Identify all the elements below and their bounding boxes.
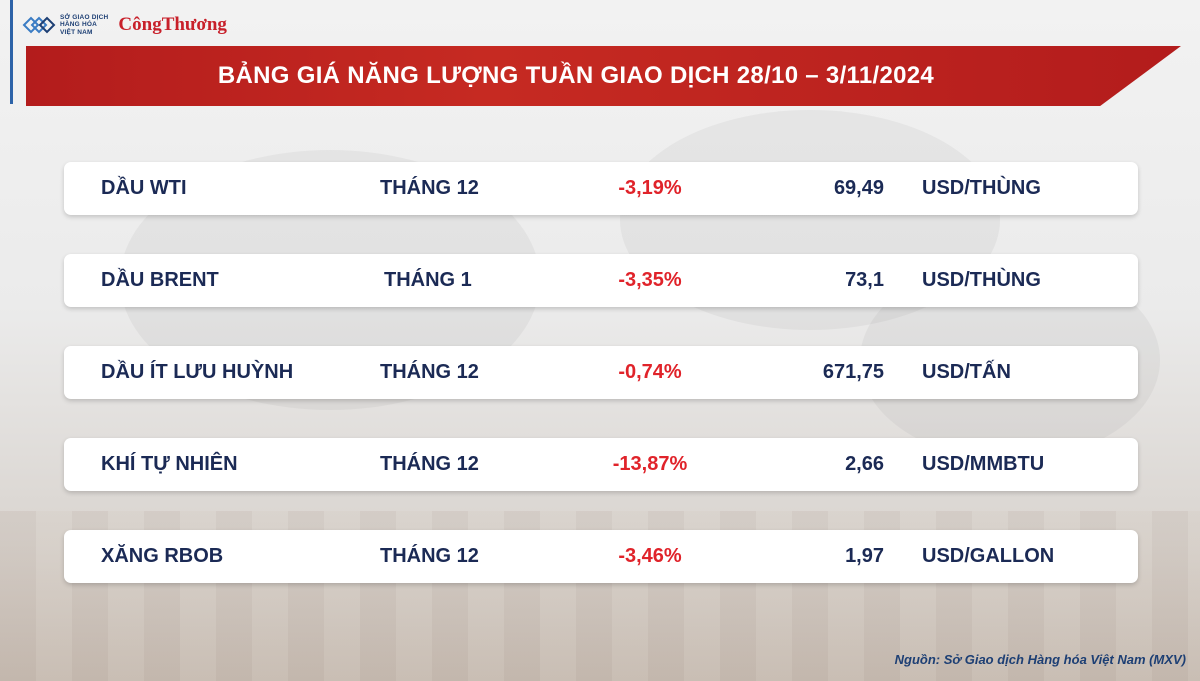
price-unit: USD/GALLON [922,545,1055,567]
price-value: 671,75 [822,361,884,383]
table-row: XĂNG RBOB THÁNG 12 -3,46% 1,97 USD/GALLO… [64,530,1138,583]
price-value: 2,66 [845,453,884,475]
weekly-change: -3,35% [618,269,682,291]
contract-month: THÁNG 1 [384,269,472,291]
price-unit: USD/TẤN [922,361,1011,383]
weekly-change: -0,74% [618,361,682,383]
table-row: KHÍ TỰ NHIÊN THÁNG 12 -13,87% 2,66 USD/M… [64,438,1138,491]
exchange-logo-text: SỞ GIAO DỊCH HÀNG HÓA VIỆT NAM [60,14,108,37]
brand-logo-text: CôngThương [118,14,227,35]
table-row: DẦU ÍT LƯU HUỲNH THÁNG 12 -0,74% 671,75 … [64,346,1138,399]
logo-area: SỞ GIAO DỊCH HÀNG HÓA VIỆT NAM CôngThươn… [22,8,227,42]
price-value: 1,97 [845,545,884,567]
price-unit: USD/THÙNG [922,177,1041,199]
weekly-change: -3,46% [618,545,682,567]
page-title: BẢNG GIÁ NĂNG LƯỢNG TUẦN GIAO DỊCH 28/10… [217,62,935,89]
table-row: DẦU WTI THÁNG 12 -3,19% 69,49 USD/THÙNG [64,162,1138,215]
price-unit: USD/MMBTU [922,453,1045,475]
commodity-name: DẦU BRENT [101,269,219,291]
header: SỞ GIAO DỊCH HÀNG HÓA VIỆT NAM CôngThươn… [0,0,1200,108]
price-unit: USD/THÙNG [922,269,1041,291]
commodity-name: KHÍ TỰ NHIÊN [101,453,238,475]
exchange-logo-line: HÀNG HÓA [60,21,97,29]
title-banner [26,46,1181,106]
exchange-logo-line: VIỆT NAM [60,28,93,36]
brand-logo: CôngThương [118,15,227,35]
source-note: Nguồn: Sở Giao dịch Hàng hóa Việt Nam (M… [894,652,1186,667]
commodity-name: XĂNG RBOB [101,545,224,567]
contract-month: THÁNG 12 [380,453,479,475]
commodity-name: DẦU ÍT LƯU HUỲNH [101,361,294,383]
weekly-change: -3,19% [618,177,682,199]
contract-month: THÁNG 12 [380,361,479,383]
contract-month: THÁNG 12 [380,177,479,199]
exchange-logo-icon [22,16,56,34]
weekly-change: -13,87% [612,453,688,475]
exchange-logo-line: SỞ GIAO DỊCH [60,13,109,21]
table-row: DẦU BRENT THÁNG 1 -3,35% 73,1 USD/THÙNG [64,254,1138,307]
price-value: 73,1 [845,269,884,291]
commodity-name: DẦU WTI [101,177,187,199]
left-accent-rule [10,0,13,104]
price-value: 69,49 [833,177,884,199]
contract-month: THÁNG 12 [380,545,479,567]
